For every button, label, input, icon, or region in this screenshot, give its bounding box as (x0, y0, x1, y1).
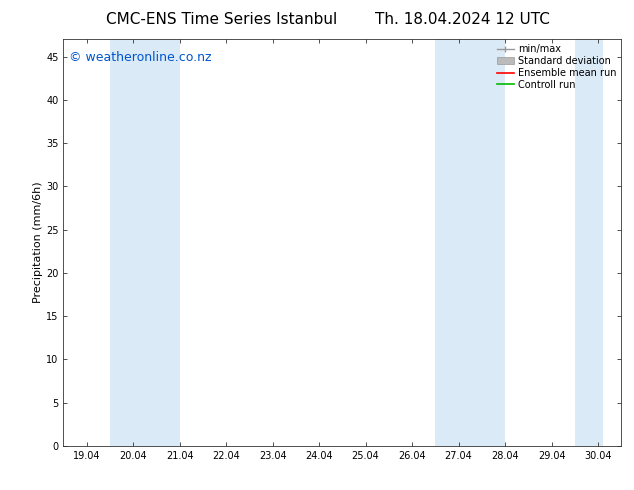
Bar (458, 39, 505, 446)
Text: © weatheronline.co.nz: © weatheronline.co.nz (69, 51, 212, 64)
Y-axis label: Precipitation (mm/6h): Precipitation (mm/6h) (33, 182, 43, 303)
Bar (133, 39, 179, 446)
Bar (110, 39, 133, 446)
Legend: min/max, Standard deviation, Ensemble mean run, Controll run: min/max, Standard deviation, Ensemble me… (494, 41, 619, 93)
Text: Th. 18.04.2024 12 UTC: Th. 18.04.2024 12 UTC (375, 12, 550, 27)
Bar (575, 39, 603, 446)
Text: CMC-ENS Time Series Istanbul: CMC-ENS Time Series Istanbul (107, 12, 337, 27)
Bar (436, 39, 458, 446)
